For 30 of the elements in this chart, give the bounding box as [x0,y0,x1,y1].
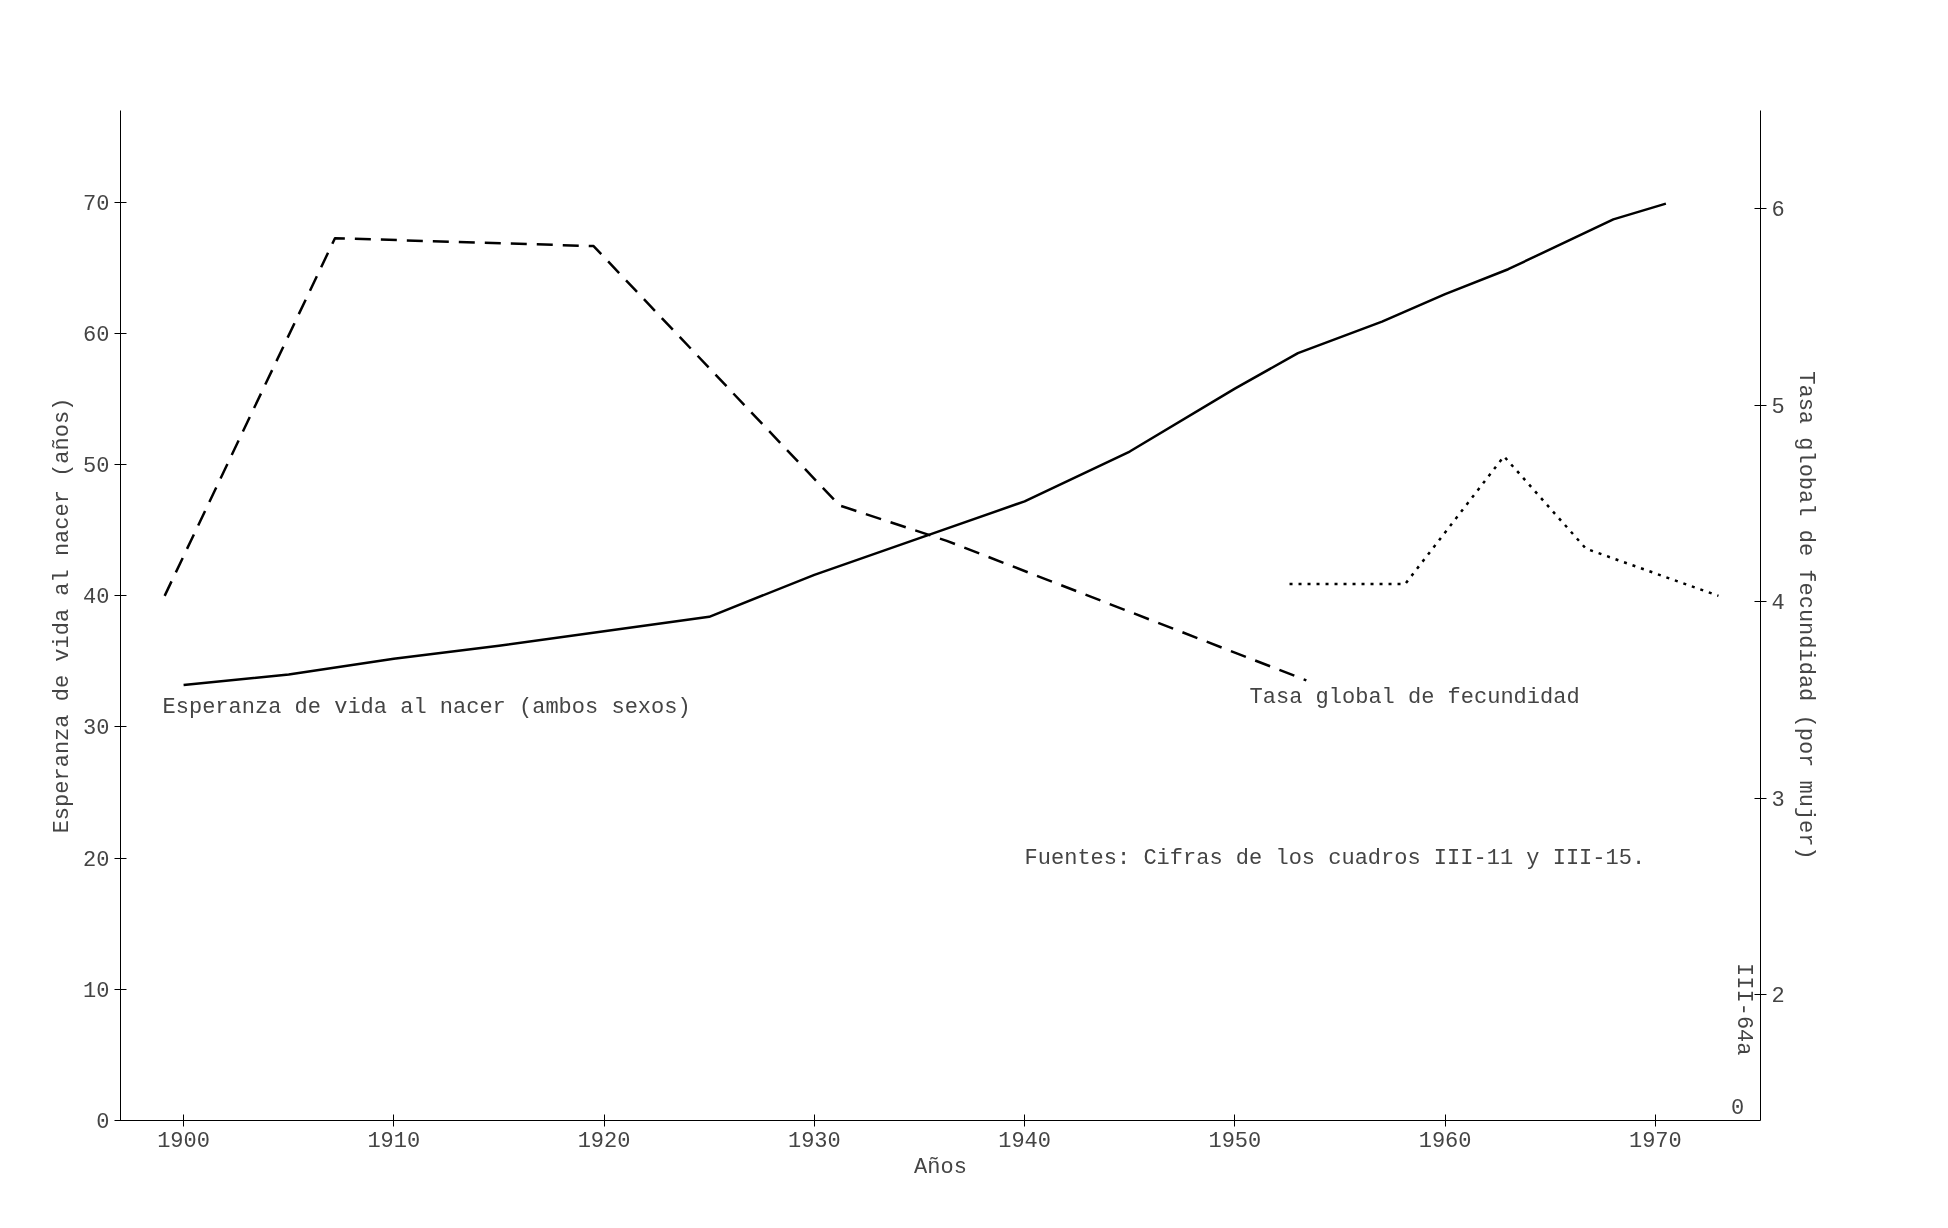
y-tick-label: 30 [83,716,110,742]
y-tick-label: 40 [83,585,110,611]
y-tick-label: 20 [83,847,110,873]
y-tick-label: 10 [83,978,110,1004]
y-tick-label: 50 [83,454,110,480]
x-tick-label: 1920 [577,1128,631,1154]
y2-axis-title: Tasa global de fecundidad (por mujer) [1792,371,1818,860]
x-axis-title: Años [914,1154,967,1180]
y2-tick-label: 5 [1771,394,1785,420]
y-tick-label: 60 [83,322,110,348]
y-tick-label: 70 [83,191,110,217]
x-tick-label: 1960 [1418,1128,1472,1154]
x-tick-label: 1910 [367,1128,421,1154]
annotation: III-64a [1731,963,1757,1056]
annotation: Fuentes: Cifras de los cuadros III-11 y III-15. [1024,846,1646,872]
y2-tick-label: 6 [1771,198,1785,224]
x-tick-label: 1950 [1208,1128,1262,1154]
annotation: 0 [1731,1095,1745,1121]
x-tick-label: 1930 [787,1128,841,1154]
y2-tick-label: 4 [1771,591,1785,617]
line-series [1288,455,1720,598]
y2-tick-label: 2 [1771,984,1785,1010]
y-tick-label: 0 [96,1110,110,1135]
annotation: Esperanza de vida al nacer (ambos sexos) [162,695,691,721]
x-tick-label: 1970 [1628,1128,1682,1154]
x-tick-label: 1900 [157,1128,210,1154]
y-axis-title: Esperanza de vida al nacer (años) [50,397,76,834]
annotation: Tasa global de fecundidad [1249,684,1580,710]
y2-tick-label: 3 [1771,787,1785,813]
x-tick-label: 1940 [998,1128,1052,1154]
